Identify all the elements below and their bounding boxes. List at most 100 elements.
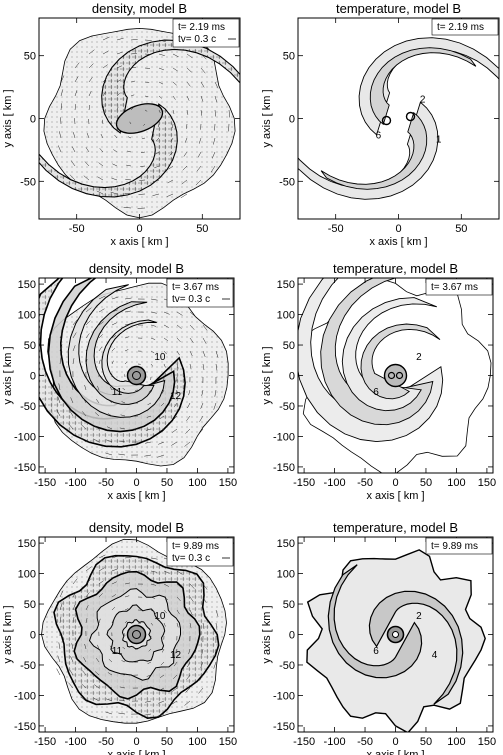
info-box <box>425 537 493 555</box>
velocity-arrow <box>163 570 170 574</box>
velocity-arrow <box>198 687 204 694</box>
panel-title: temperature, model B <box>333 261 458 276</box>
contour-label: 11 <box>112 646 123 657</box>
velocity-arrow <box>85 579 91 585</box>
velocity-arrow <box>119 427 126 430</box>
velocity-arrow <box>187 402 191 409</box>
velocity-arrow <box>102 91 106 97</box>
velocity-arrow <box>201 389 204 396</box>
velocity-arrow <box>72 617 75 624</box>
velocity-arrow <box>144 454 152 457</box>
velocity-arrow <box>172 109 175 114</box>
velocity-arrow <box>74 104 77 111</box>
velocity-arrow <box>200 67 206 74</box>
velocity-arrow <box>215 622 218 630</box>
velocity-arrow <box>201 648 204 655</box>
velocity-arrow <box>85 605 89 611</box>
x-tick-label: 100 <box>188 477 206 489</box>
hot-spot <box>387 371 396 380</box>
velocity-arrow <box>130 94 135 97</box>
velocity-arrow <box>85 346 89 352</box>
plot-area <box>306 549 486 732</box>
velocity-arrow <box>163 363 166 368</box>
hot-spot <box>405 111 416 122</box>
velocity-arrow <box>202 337 207 344</box>
velocity-arrow <box>146 674 152 677</box>
info-box <box>425 278 493 296</box>
velocity-arrow <box>147 402 152 406</box>
velocity-arrow <box>163 311 170 315</box>
velocity-arrow <box>158 700 165 704</box>
velocity-arrow <box>111 568 118 572</box>
velocity-arrow <box>150 609 155 613</box>
x-axis-label: x axis [ km ] <box>107 490 165 502</box>
info-box <box>431 18 499 36</box>
plot-area <box>39 278 229 467</box>
velocity-arrow <box>85 358 88 365</box>
velocity-arrow <box>83 657 87 663</box>
velocity-arrow <box>106 698 113 702</box>
velocity-arrow <box>98 580 104 585</box>
y-tick-label: 0 <box>289 114 295 126</box>
velocity-arrow <box>60 103 62 111</box>
y-tick-label: -50 <box>279 176 295 188</box>
velocity-arrow <box>105 711 113 715</box>
velocity-arrow <box>150 583 157 586</box>
velocity-arrow <box>172 53 179 58</box>
velocity-arrow <box>72 332 77 339</box>
velocity-arrow <box>59 590 64 598</box>
velocity-arrow <box>199 674 204 681</box>
velocity-arrow <box>159 674 165 679</box>
velocity-arrow <box>186 123 188 129</box>
x-tick-label: 50 <box>455 223 467 235</box>
velocity-arrow <box>127 150 132 153</box>
velocity-arrow <box>176 324 182 329</box>
velocity-arrow <box>185 428 191 434</box>
velocity-arrow <box>184 441 191 447</box>
panel-3: -150 -100 -50 0 50 100 150 -150 -100 -50 0 50 100 150… <box>2 261 237 502</box>
panel-title: density, model B <box>89 261 184 276</box>
y-axis-label: y axis [ km ] <box>2 346 14 404</box>
velocity-arrow <box>111 322 117 326</box>
velocity-arrow <box>93 438 100 443</box>
contour-label: 6 <box>373 646 379 657</box>
velocity-arrow <box>113 149 118 153</box>
velocity-arrow <box>68 682 74 689</box>
velocity-arrow <box>58 642 61 650</box>
velocity-arrow <box>85 333 90 339</box>
velocity-arrow <box>173 415 178 420</box>
velocity-arrow <box>150 324 157 327</box>
y-tick-label: 0 <box>30 371 36 383</box>
velocity-arrow <box>81 424 87 430</box>
velocity-arrow <box>121 401 126 404</box>
velocity-arrow <box>144 67 151 69</box>
velocity-arrow <box>138 193 146 195</box>
y-tick-label: 50 <box>24 599 36 611</box>
x-tick-label: -100 <box>324 736 346 748</box>
velocity-arrow <box>156 137 160 141</box>
velocity-arrow <box>124 193 132 195</box>
velocity-arrow <box>214 648 217 656</box>
velocity-arrow <box>94 425 100 430</box>
velocity-scale-label: tv= 0.3 c <box>172 294 210 305</box>
contour-field <box>306 549 486 732</box>
contour-label: 11 <box>112 387 123 398</box>
velocity-arrow <box>69 669 74 676</box>
velocity-arrow <box>99 148 104 153</box>
velocity-arrow <box>102 78 107 83</box>
velocity-arrow <box>119 686 126 689</box>
velocity-arrow <box>159 415 165 420</box>
panel-title: density, model B <box>92 1 187 16</box>
temperature-contour <box>327 564 423 679</box>
y-tick-label: 50 <box>283 599 295 611</box>
velocity-arrow <box>98 321 104 326</box>
time-label: t= 3.67 ms <box>431 282 478 293</box>
velocity-arrow <box>189 324 195 330</box>
velocity-arrow <box>186 95 190 101</box>
velocity-arrow <box>171 700 178 705</box>
velocity-arrow <box>111 309 118 313</box>
velocity-arrow <box>80 437 87 443</box>
density-contour <box>85 301 155 405</box>
velocity-arrow <box>115 120 118 125</box>
y-tick-label: -150 <box>14 462 36 474</box>
